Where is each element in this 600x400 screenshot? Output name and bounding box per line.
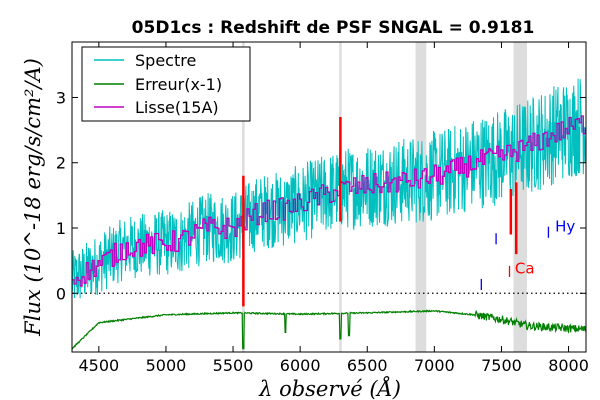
legend-label-lisse: Lisse(15A) xyxy=(135,98,219,117)
legend-label-spectre: Spectre xyxy=(135,51,196,70)
y-axis-label: Flux (10^-18 erg/s/cm²/A) xyxy=(21,58,45,337)
x-tick-label: 5500 xyxy=(213,356,254,375)
line-markers: Ca Hy xyxy=(480,217,575,290)
x-tick-label: 8000 xyxy=(548,356,589,375)
x-tick-label: 6000 xyxy=(280,356,321,375)
series-erreur xyxy=(71,309,587,350)
chart-title: 05D1cs : Redshift de PSF SNGAL = 0.9181 xyxy=(132,18,535,38)
y-tick-label: 3 xyxy=(56,88,66,107)
y-tick-label: 1 xyxy=(56,219,66,238)
x-tick-label: 5000 xyxy=(146,356,187,375)
y-tick-label: 0 xyxy=(56,284,66,303)
x-axis-label: λ observé (Å) xyxy=(258,376,401,400)
feature-label-ca: Ca xyxy=(515,260,535,278)
legend-label-erreur: Erreur(x-1) xyxy=(135,75,222,94)
series-layer xyxy=(71,78,587,350)
x-tick-label: 7000 xyxy=(414,356,455,375)
feature-label-hy: Hy xyxy=(555,217,575,235)
series-spectre xyxy=(71,78,587,299)
x-tick-label: 4500 xyxy=(78,356,119,375)
series-lisse xyxy=(72,115,586,287)
x-tick-label: 7500 xyxy=(481,356,522,375)
y-axis-ticks: 0 1 2 3 xyxy=(56,88,586,303)
y-tick-label: 2 xyxy=(56,154,66,173)
legend: Spectre Erreur(x-1) Lisse(15A) xyxy=(81,46,251,122)
x-tick-label: 6500 xyxy=(347,356,388,375)
plot-frame xyxy=(71,41,587,353)
